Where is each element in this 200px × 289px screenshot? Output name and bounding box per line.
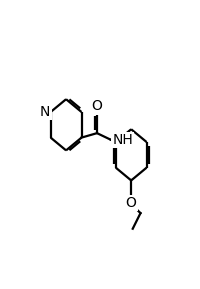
Text: O: O <box>126 196 137 210</box>
Text: O: O <box>92 99 102 114</box>
Text: NH: NH <box>113 133 133 147</box>
Text: N: N <box>40 105 50 119</box>
